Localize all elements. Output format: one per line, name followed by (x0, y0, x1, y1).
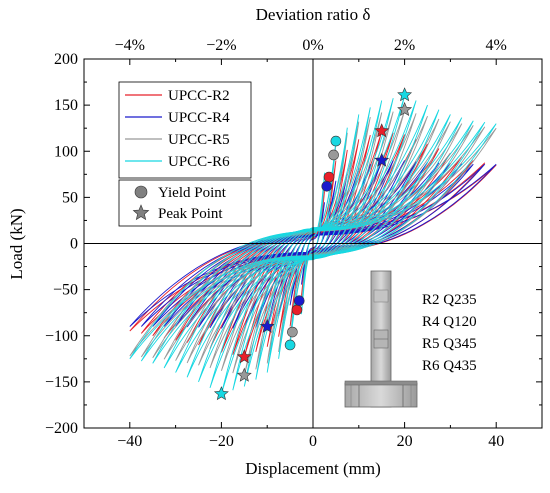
series-legend-box (118, 81, 252, 179)
point-markers (213, 87, 413, 401)
yield-point-marker (287, 326, 298, 338)
y-tick-label: −50 (53, 282, 78, 299)
y-tick-label: −200 (45, 420, 78, 437)
yield-point-marker (323, 171, 335, 183)
yield-point-marker (330, 135, 342, 147)
specimen-drawing (344, 270, 418, 408)
legend-label: UPCC-R2 (168, 88, 230, 104)
inset-label: R6 Q435 (422, 358, 477, 374)
hysteresis-curves (129, 95, 497, 395)
yield-point-marker (291, 304, 303, 316)
hysteresis-loop (163, 117, 463, 369)
peak-point-marker (259, 318, 275, 333)
y-tick-label: 200 (54, 51, 78, 68)
peak-point-marker (374, 152, 390, 167)
plot-frame (83, 58, 543, 429)
marker-legend: Yield Point Peak Point (118, 179, 252, 227)
top-tick-label: 4% (486, 37, 507, 54)
legend-label: UPCC-R5 (168, 132, 230, 148)
hysteresis-loop (232, 98, 394, 391)
x-tick-label: −20 (209, 433, 234, 450)
marker-legend-label: Yield Point (158, 185, 227, 201)
top-axis-ticks: −4% −2% 0% 2% 4% (83, 37, 543, 65)
legend-label: UPCC-R4 (168, 110, 230, 126)
hysteresis-loop (152, 120, 474, 364)
hysteresis-loop (129, 123, 497, 360)
hysteresis-loop (255, 107, 371, 380)
top-tick-label: −2% (206, 37, 236, 54)
yield-point-marker (293, 295, 305, 306)
peak-point-marker (397, 101, 413, 117)
x-tick-label: 40 (488, 433, 504, 450)
y-tick-label: 100 (54, 143, 78, 160)
y-axis-title: Load (kN) (7, 208, 26, 279)
yield-point-marker (321, 181, 333, 192)
hysteresis-loop (209, 100, 417, 389)
marker-legend-circle (134, 185, 148, 199)
y-tick-label: −150 (45, 374, 78, 391)
marker-legend-label: Peak Point (158, 206, 223, 222)
y-axis-ticks: −200 −150 −100 −50 0 50 100 150 200 (45, 51, 542, 437)
y-tick-label: 50 (62, 189, 78, 206)
yield-point-marker (284, 339, 296, 351)
hysteresis-loop (186, 109, 440, 378)
peak-point-marker (236, 367, 252, 382)
top-tick-label: 2% (394, 37, 415, 54)
series-legend: UPCC-R2 UPCC-R4 UPCC-R5 UPCC-R6 (118, 81, 252, 179)
x-tick-label: −40 (117, 433, 142, 450)
peak-point-marker (236, 349, 252, 364)
x-tick-label: 20 (397, 433, 413, 450)
series-upcc-r6-loops (129, 95, 497, 395)
hysteresis-loop (198, 104, 428, 383)
x-axis-title: Displacement (mm) (245, 459, 381, 478)
inset-label: R5 Q345 (422, 336, 477, 352)
legend-label: UPCC-R6 (168, 154, 230, 170)
inset-label: R4 Q120 (422, 314, 477, 330)
x-tick-label: 0 (309, 433, 317, 450)
top-axis-title: Deviation ratio δ (256, 5, 371, 24)
top-tick-label: 0% (302, 37, 323, 54)
hysteresis-loop (140, 121, 486, 362)
y-tick-label: 150 (54, 97, 78, 114)
inset-labels: R2 Q235 R4 Q120 R5 Q345 R6 Q435 (422, 292, 477, 374)
hysteresis-loop (266, 114, 360, 373)
peak-point-marker (397, 87, 413, 102)
hysteresis-loop (243, 100, 383, 387)
hysteresis-loop (175, 114, 451, 373)
x-axis-ticks: −40 −20 0 20 40 (83, 422, 543, 450)
y-tick-label: 0 (70, 236, 78, 253)
marker-legend-star (132, 204, 150, 221)
y-tick-label: −100 (45, 328, 78, 345)
inset-label: R2 Q235 (422, 292, 477, 308)
hysteresis-loop (278, 127, 348, 359)
peak-point-marker (374, 123, 390, 138)
yield-point-marker (328, 149, 339, 161)
top-tick-label: −4% (115, 37, 145, 54)
peak-point-marker (213, 386, 229, 401)
